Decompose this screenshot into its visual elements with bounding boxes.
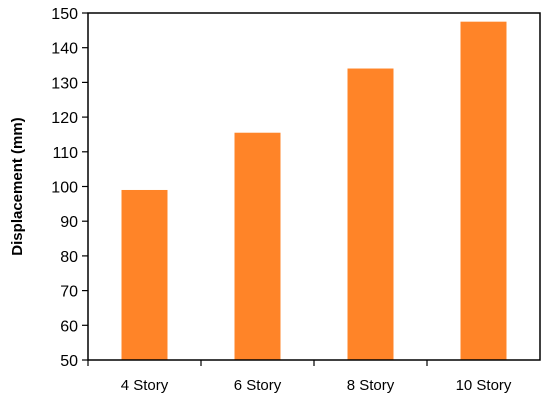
y-tick-label: 130	[51, 75, 78, 92]
x-tick-label: 10 Story	[456, 377, 512, 394]
y-tick-label: 110	[52, 145, 78, 162]
y-tick-label: 90	[60, 214, 78, 231]
y-tick-label: 80	[60, 249, 78, 266]
y-tick-label: 70	[60, 284, 78, 301]
y-tick-label: 100	[51, 180, 78, 197]
x-tick-label: 6 Story	[234, 377, 282, 394]
y-tick-label: 150	[51, 6, 78, 23]
y-tick-label: 120	[51, 110, 78, 127]
plot-area-frame	[87, 12, 541, 361]
bars	[121, 21, 507, 361]
y-axis-title: Displacement (mm)	[9, 117, 26, 255]
y-tick-label: 60	[60, 318, 78, 335]
x-tick-label: 4 Story	[121, 377, 169, 394]
y-tick-label: 50	[60, 353, 78, 370]
bar-10-story	[460, 21, 507, 361]
y-tick-label: 140	[51, 41, 78, 58]
x-tick-label: 8 Story	[347, 377, 395, 394]
bar-6-story	[234, 132, 281, 360]
y-axis-ticks: 50 60 70 80 90 100 110 120 130 140 150	[51, 6, 88, 370]
x-axis-labels: 4 Story 6 Story 8 Story 10 Story	[87, 360, 512, 394]
bar-4-story	[121, 189, 168, 360]
bar-8-story	[347, 68, 394, 361]
